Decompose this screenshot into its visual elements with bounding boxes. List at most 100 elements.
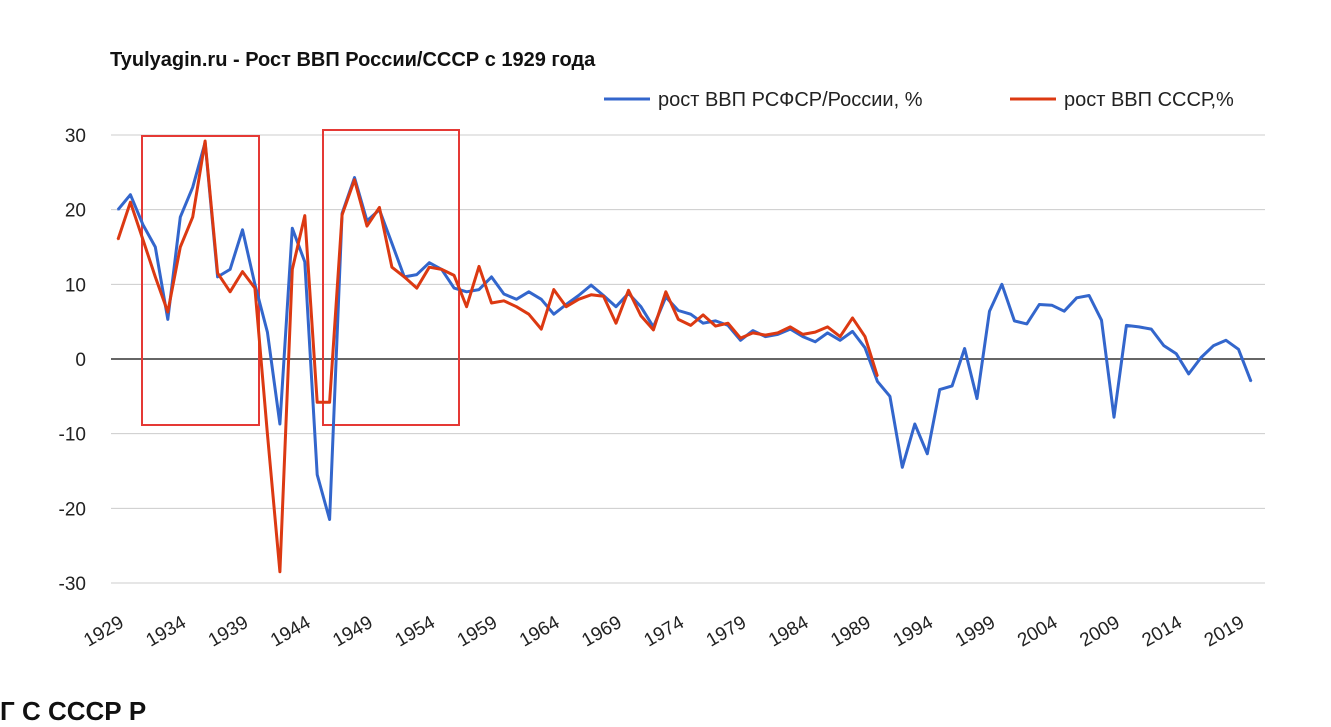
data-point bbox=[1026, 323, 1028, 325]
data-point bbox=[714, 325, 717, 327]
x-tick-label: 1989 bbox=[827, 612, 874, 651]
series-lines bbox=[116, 139, 1253, 574]
data-point bbox=[1113, 416, 1115, 419]
data-point bbox=[416, 273, 418, 276]
data-point bbox=[901, 466, 904, 469]
data-point bbox=[839, 335, 841, 338]
y-tick-label: 20 bbox=[65, 201, 86, 222]
y-tick-label: -30 bbox=[59, 574, 86, 595]
data-point bbox=[515, 298, 518, 301]
x-tick-label: 1979 bbox=[703, 612, 750, 651]
x-tick-label: 2019 bbox=[1201, 612, 1248, 651]
data-point bbox=[702, 322, 704, 325]
data-point bbox=[528, 291, 530, 293]
data-point bbox=[1013, 320, 1016, 322]
data-point bbox=[789, 326, 792, 328]
data-point bbox=[739, 337, 742, 339]
data-point bbox=[851, 317, 854, 319]
data-point bbox=[826, 332, 829, 334]
x-tick-label: 1954 bbox=[392, 612, 439, 652]
data-point bbox=[403, 276, 406, 278]
y-tick-label: -10 bbox=[59, 425, 86, 446]
data-point bbox=[777, 332, 779, 334]
data-point bbox=[602, 295, 605, 298]
data-point bbox=[814, 331, 816, 333]
data-point bbox=[279, 571, 281, 573]
data-point bbox=[316, 401, 319, 404]
data-point bbox=[465, 291, 468, 293]
data-point bbox=[1051, 304, 1053, 307]
data-point bbox=[304, 261, 306, 263]
x-tick-label: 1934 bbox=[143, 612, 190, 652]
highlight-box-prewar bbox=[141, 135, 260, 426]
data-point bbox=[179, 246, 182, 248]
data-point bbox=[279, 423, 281, 425]
data-point bbox=[1088, 294, 1090, 297]
x-tick-label: 1959 bbox=[454, 612, 501, 651]
data-point bbox=[864, 335, 866, 338]
x-tick-label: 1969 bbox=[578, 612, 625, 651]
x-tick-label: 1984 bbox=[765, 612, 812, 652]
data-point bbox=[503, 293, 505, 295]
data-point bbox=[590, 284, 592, 286]
data-point bbox=[216, 272, 219, 274]
data-point bbox=[1100, 319, 1103, 322]
data-point bbox=[478, 265, 480, 268]
legend-label-ussr: рост ВВП СССР,% bbox=[1064, 89, 1234, 111]
data-point bbox=[465, 305, 468, 308]
data-point bbox=[291, 268, 294, 271]
x-tick-label: 1994 bbox=[890, 612, 937, 652]
data-point bbox=[453, 287, 455, 289]
data-point bbox=[328, 401, 331, 404]
data-point bbox=[304, 214, 306, 217]
data-point bbox=[490, 302, 493, 304]
data-point bbox=[702, 314, 704, 316]
data-point bbox=[1075, 297, 1078, 299]
data-point bbox=[851, 330, 854, 333]
data-point bbox=[565, 305, 567, 308]
data-point bbox=[179, 216, 182, 218]
data-point bbox=[752, 332, 754, 334]
data-point bbox=[739, 339, 742, 342]
data-point bbox=[1001, 283, 1003, 286]
data-point bbox=[503, 300, 505, 302]
x-tick-label: 1964 bbox=[516, 612, 563, 652]
data-point bbox=[864, 347, 866, 349]
x-tick-label: 1929 bbox=[80, 612, 127, 651]
data-point bbox=[478, 288, 480, 291]
highlight-box-postwar bbox=[322, 129, 460, 426]
y-tick-label: -20 bbox=[59, 499, 86, 520]
data-point bbox=[328, 518, 331, 521]
data-point bbox=[1187, 373, 1190, 375]
data-point bbox=[976, 397, 978, 400]
data-point bbox=[229, 291, 231, 293]
data-point bbox=[416, 287, 418, 289]
data-point bbox=[1038, 303, 1041, 306]
data-point bbox=[889, 395, 891, 398]
data-point bbox=[391, 266, 393, 269]
data-point bbox=[677, 318, 680, 321]
data-point bbox=[1063, 310, 1065, 313]
data-point bbox=[802, 335, 804, 338]
chart-legend: рост ВВП РСФСР/России, % рост ВВП СССР,% bbox=[604, 89, 1234, 111]
data-point bbox=[714, 320, 717, 322]
data-point bbox=[1250, 380, 1252, 383]
data-point bbox=[266, 331, 269, 333]
data-point bbox=[216, 276, 219, 278]
data-point bbox=[1125, 324, 1128, 327]
data-point bbox=[876, 380, 879, 383]
data-point bbox=[316, 473, 319, 476]
data-point bbox=[353, 176, 356, 179]
data-point bbox=[615, 322, 617, 325]
data-point bbox=[876, 375, 879, 378]
data-point bbox=[117, 208, 119, 211]
data-point bbox=[627, 289, 630, 292]
data-point bbox=[453, 274, 455, 277]
below-chart-text: Г С СССР Р bbox=[0, 696, 147, 726]
series-1 bbox=[116, 139, 879, 574]
data-point bbox=[951, 385, 953, 387]
data-point bbox=[640, 314, 642, 317]
x-tick-label: 1949 bbox=[329, 612, 376, 651]
data-point bbox=[665, 291, 667, 293]
data-point bbox=[129, 193, 132, 196]
